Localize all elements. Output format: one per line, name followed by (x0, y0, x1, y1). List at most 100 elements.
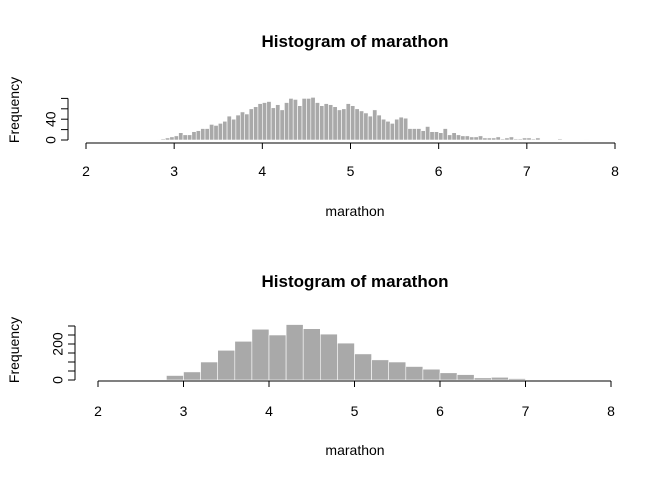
histogram-bar (213, 125, 219, 141)
histogram-bars (156, 97, 589, 141)
histogram-bar (442, 128, 448, 141)
histogram-bar (394, 118, 400, 141)
histogram-bar (183, 371, 201, 381)
histogram-bar (301, 98, 307, 141)
histogram-bar (195, 130, 201, 141)
histogram-bar (557, 138, 563, 141)
histogram-bar (385, 120, 391, 141)
x-tick-label: 5 (351, 403, 359, 419)
histogram-bar (420, 130, 426, 141)
y-axis-label: Frequency (6, 77, 22, 143)
histogram-bar (500, 138, 506, 141)
histogram-bar (350, 105, 356, 141)
histogram-bar (328, 104, 334, 141)
histogram-bar (217, 349, 236, 381)
histogram-bar (319, 105, 325, 141)
chart-title: Histogram of marathon (261, 272, 448, 291)
histogram-bar (447, 134, 453, 141)
histogram-bar (262, 102, 268, 141)
histogram-bar (425, 126, 431, 141)
histogram-bar (367, 115, 373, 141)
x-axis: 2 3 4 5 6 7 8 (94, 380, 615, 419)
histogram-bar (583, 139, 589, 141)
histogram-bar (270, 107, 276, 141)
histogram-panel-coarse: Histogram of marathon Frequency marathon… (6, 272, 615, 458)
histogram-bar (464, 135, 470, 141)
histogram-bar (253, 106, 259, 141)
histogram-bar (166, 375, 184, 381)
histogram-bar (422, 368, 441, 381)
x-tick-label: 7 (522, 403, 530, 419)
histogram-bar (372, 109, 378, 141)
x-tick-label: 5 (347, 163, 355, 179)
y-tick-label: 200 (50, 332, 66, 356)
histogram-bar (234, 340, 253, 381)
histogram-bar (204, 128, 210, 141)
histogram-bar (460, 135, 466, 141)
histogram-bar (248, 108, 254, 141)
histogram-bar (403, 117, 409, 141)
histogram-bar (486, 137, 492, 141)
chart-title: Histogram of marathon (261, 32, 448, 51)
histogram-bar (306, 98, 312, 141)
histogram-bar (473, 136, 479, 141)
x-tick-label: 7 (523, 163, 531, 179)
histogram-bar (354, 353, 372, 381)
histogram-bar (310, 97, 316, 141)
y-tick-label: 0 (50, 376, 66, 384)
histogram-bar (363, 112, 369, 141)
histogram-bar (200, 361, 219, 381)
histogram-bar (173, 135, 179, 141)
histogram-bar (251, 328, 270, 381)
histogram-bar (182, 134, 188, 141)
x-tick-label: 3 (180, 403, 188, 419)
y-axis: 0 40 (43, 97, 69, 144)
histogram-bar (239, 111, 245, 141)
histogram-bar (439, 372, 458, 381)
histogram-bar (341, 108, 347, 141)
histogram-bar (288, 98, 294, 141)
histogram-bar (200, 128, 206, 141)
histogram-bar (381, 118, 387, 141)
histogram-bar (495, 136, 501, 141)
histogram-bar (319, 333, 338, 381)
histogram-panel-fine: Histogram of marathon Frequency marathon… (6, 32, 619, 219)
histogram-bar (522, 137, 528, 141)
histogram-bar (407, 128, 413, 141)
histogram-bar (508, 378, 526, 381)
y-tick-label: 40 (43, 111, 59, 127)
x-axis-label: marathon (325, 442, 384, 458)
histogram-bar (469, 136, 475, 141)
histogram-bar (389, 123, 395, 141)
histogram-bar (405, 366, 424, 381)
histogram-bar (482, 137, 488, 141)
histogram-bar (160, 138, 166, 141)
histogram-bar (535, 137, 541, 141)
histogram-bar (455, 134, 462, 141)
histogram-bar (513, 138, 519, 141)
histogram-bar (169, 136, 175, 141)
histogram-bar (491, 137, 497, 141)
histogram-bar (438, 132, 444, 141)
histogram-bar (429, 131, 435, 141)
histogram-bar (191, 131, 197, 141)
histogram-bar (332, 106, 338, 141)
x-axis-label: marathon (325, 203, 384, 219)
histogram-bar (165, 137, 171, 141)
x-tick-label: 6 (435, 163, 443, 179)
histogram-bar (530, 138, 536, 141)
histogram-bars (166, 324, 526, 381)
y-tick-label: 0 (43, 136, 59, 144)
histogram-bar (371, 359, 390, 381)
y-axis-label: Frequency (6, 317, 22, 383)
histogram-bar (268, 334, 287, 381)
x-tick-label: 2 (94, 403, 102, 419)
histogram-bar (266, 101, 272, 141)
histogram-bar (504, 137, 510, 141)
histogram-bar (323, 103, 329, 141)
histogram-bar (517, 138, 523, 141)
histogram-bar (217, 123, 223, 141)
histogram-bar (490, 376, 509, 381)
